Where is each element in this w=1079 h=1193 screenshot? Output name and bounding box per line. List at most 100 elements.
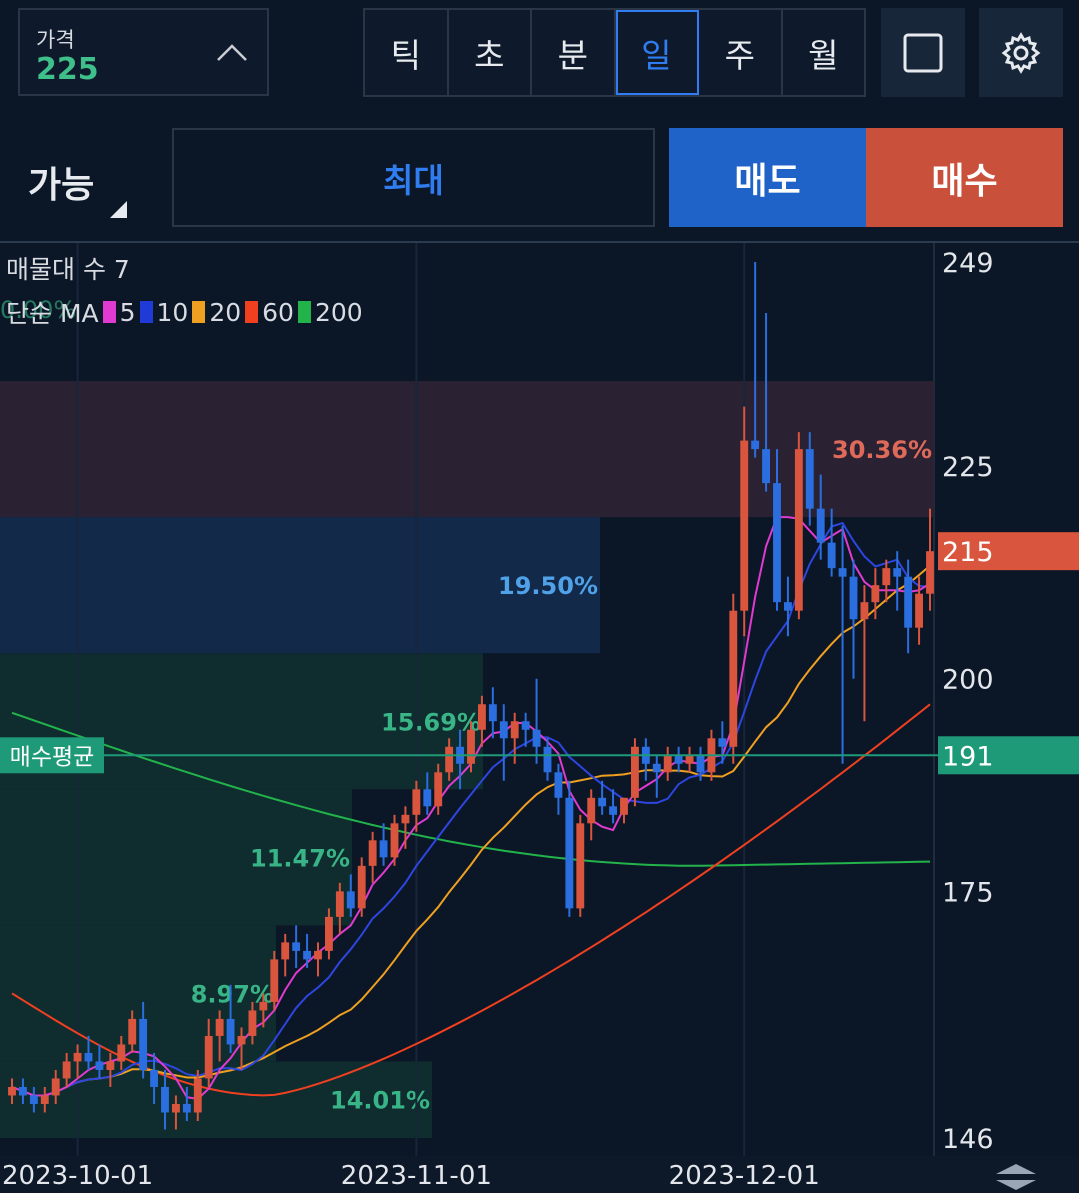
x-tick-label: 2023-11-01 (341, 1161, 492, 1191)
candle-body (893, 568, 902, 577)
ma-legend: 단순 MA 5 10 20 60 200 (6, 294, 363, 330)
candle-body (139, 1018, 148, 1070)
candle-body (8, 1086, 16, 1096)
candle-body (95, 1061, 104, 1070)
price-label: 가격 (36, 28, 75, 52)
ma20-swatch (192, 301, 206, 323)
buy-button[interactable]: 매수 (866, 128, 1063, 227)
ma60-swatch (245, 301, 259, 323)
chevron-up-icon (217, 44, 247, 61)
tab-day[interactable]: 일 (615, 10, 699, 95)
candle-body (281, 942, 290, 960)
current-price-value: 215 (942, 537, 994, 568)
ma5-label: 5 (119, 297, 136, 327)
ma20-label: 20 (209, 297, 242, 327)
ma5-swatch (102, 301, 116, 323)
candle-body (620, 797, 628, 815)
candle-body (904, 576, 913, 628)
candle-body (18, 1086, 27, 1096)
candle-body (871, 585, 880, 603)
volume-profile-legend: 매물대 수 7 (6, 255, 130, 284)
candle-body (587, 797, 596, 824)
candle-body (379, 840, 388, 858)
candle-body (182, 1103, 191, 1113)
volume-profile-bar (0, 381, 934, 518)
candle-body (488, 704, 497, 722)
candle-body (150, 1069, 159, 1087)
price-value: 225 (36, 52, 99, 87)
candle-body (499, 721, 508, 739)
candle-body (773, 483, 781, 603)
candle-body (751, 440, 760, 450)
tab-tick[interactable]: 틱 (365, 10, 449, 95)
tab-week[interactable]: 주 (699, 10, 783, 95)
candle-body (368, 840, 377, 866)
candle-body (794, 449, 803, 611)
ma60-label: 60 (262, 297, 294, 327)
layout-toggle-button[interactable] (881, 8, 965, 97)
candle-body (401, 814, 410, 824)
candle-body (510, 721, 519, 739)
gear-icon (1001, 31, 1041, 74)
dropdown-corner-icon (110, 201, 127, 218)
candle-body (314, 950, 322, 960)
candle-body (543, 746, 552, 773)
volume-profile-pct-top: 0.00% (0, 296, 77, 324)
candle-body (117, 1044, 126, 1062)
candle-body (630, 746, 639, 798)
candle-body (805, 449, 814, 509)
price-selector[interactable]: 가격 225 (18, 8, 269, 96)
candle-body (783, 602, 792, 611)
y-tick-label: 200 (942, 665, 994, 696)
tab-second[interactable]: 초 (449, 10, 532, 95)
candle-body (51, 1078, 60, 1096)
candle-body (259, 1001, 268, 1011)
candle-body (40, 1095, 49, 1104)
section-divider (0, 241, 1079, 243)
available-qty-label[interactable]: 가능 (28, 165, 95, 206)
ma200-swatch (297, 301, 311, 323)
candle-body (565, 797, 574, 909)
x-axis-strip (0, 1156, 1079, 1193)
avg-buy-tag (0, 737, 104, 774)
candle-body (816, 508, 825, 543)
candle-body (860, 602, 869, 620)
y-tick-label: 225 (942, 452, 994, 483)
candle-body (467, 729, 475, 764)
candle-body (204, 1035, 213, 1079)
candle-body (718, 738, 727, 747)
candle-body (193, 1078, 202, 1113)
scale-handle-icon[interactable] (996, 1164, 1036, 1190)
candle-body (357, 865, 366, 909)
ma10-line (11, 521, 931, 1097)
y-tick-label: 249 (942, 248, 994, 279)
tab-minute[interactable]: 분 (532, 10, 616, 95)
ma200-label: 200 (314, 297, 363, 327)
sell-button[interactable]: 매도 (669, 128, 866, 227)
ma10-swatch (139, 301, 153, 323)
square-icon (903, 33, 943, 72)
candle-body (270, 959, 279, 1002)
ma10-label: 10 (156, 297, 189, 327)
candle-body (303, 950, 312, 960)
volume-profile-bar (0, 517, 600, 654)
volume-profile-pct: 19.50% (498, 572, 598, 600)
volume-profile-pct: 30.36% (832, 436, 932, 464)
candle-body (73, 1052, 82, 1062)
price-chart[interactable]: 30.36%19.50%15.69%11.47%8.97%14.01%매수평균2… (0, 243, 1079, 1193)
candle-body (685, 755, 694, 764)
settings-button[interactable] (979, 8, 1063, 97)
ma-legend-label: 단순 MA (6, 299, 99, 328)
candle-body (106, 1061, 115, 1070)
x-tick-label: 2023-10-01 (2, 1161, 153, 1191)
candle-body (390, 823, 399, 858)
candle-body (532, 729, 541, 747)
candle-body (827, 542, 836, 569)
volume-profile-pct: 15.69% (381, 708, 481, 736)
candle-body (696, 755, 705, 773)
tab-month[interactable]: 월 (808, 35, 839, 75)
candle-body (915, 593, 924, 628)
candle-body (477, 704, 486, 730)
candle-body (324, 916, 333, 951)
max-qty-button[interactable]: 최대 (172, 128, 655, 227)
